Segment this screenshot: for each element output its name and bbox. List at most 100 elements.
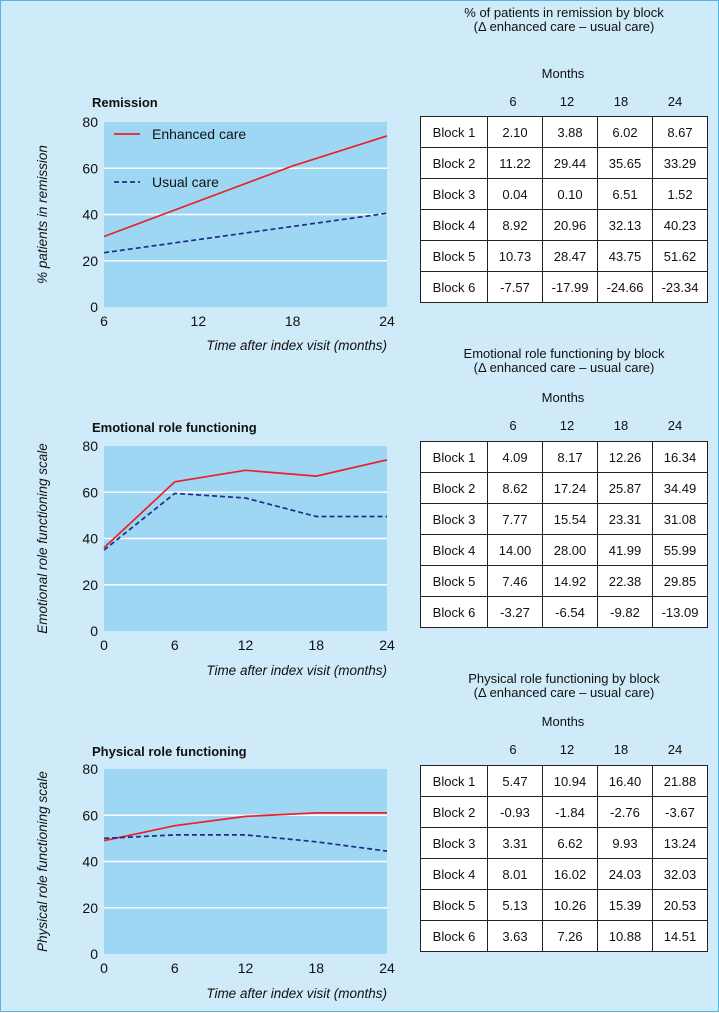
legend-label: Enhanced care [152,126,246,142]
table-cell: 9.93 [597,827,653,859]
table-title: Emotional role functioning by block (Δ e… [410,347,718,375]
usual-care-line [103,834,388,852]
table-title-line1: % of patients in remission by block [464,5,664,20]
month-header: 6 [509,742,517,757]
table-cell: 3.88 [542,116,598,148]
table-cell: 29.44 [542,147,598,179]
table-cell: 14.51 [652,920,708,952]
table-cell: 16.34 [652,441,708,473]
table-cell: 40.23 [652,209,708,241]
x-axis-label: Time after index visit (months) [206,986,387,1001]
row-label: Block 2 [420,472,488,504]
table-cell: 2.10 [487,116,543,148]
x-tick-label: 6 [171,960,179,976]
table-cell: -1.84 [542,796,598,828]
month-header: 18 [613,742,629,757]
table-row: Block 5 5.13 10.26 15.39 20.53 [420,889,708,921]
table-cell: 21.88 [652,765,708,797]
table-cell: 41.99 [597,534,653,566]
table-cell: 35.65 [597,147,653,179]
x-tick-label: 12 [238,960,254,976]
table-cell: 33.29 [652,147,708,179]
table-row: Block 6 3.63 7.26 10.88 14.51 [420,920,708,952]
y-axis-label: Physical role functioning scale [35,771,50,952]
table-cell: 7.26 [542,920,598,952]
table-cell: -23.34 [652,271,708,303]
table-row: Block 2 8.62 17.24 25.87 34.49 [420,472,708,504]
month-header: 18 [613,418,629,433]
row-label: Block 6 [420,920,488,952]
month-header: 12 [559,418,575,433]
y-tick-label: 20 [82,577,98,593]
month-header: 18 [613,94,629,109]
x-tick-label: 12 [191,313,207,329]
table-cell: 0.10 [542,178,598,210]
month-header: 6 [509,418,517,433]
table-cell: 10.73 [487,240,543,272]
y-tick-label: 0 [90,946,98,962]
table-title-line2: (Δ enhanced care – usual care) [473,360,655,375]
table-cell: 10.88 [597,920,653,952]
enhanced-care-line [103,459,388,549]
months-header-row: 6 12 18 24 [420,418,708,438]
remission-table: Block 1 2.10 3.88 6.02 8.67 Block 2 11.22 29.44… [420,116,708,303]
table-row: Block 2 -0.93 -1.84 -2.76 -3.67 [420,796,708,828]
y-tick-label: 80 [82,114,98,130]
y-tick-label: 40 [82,854,98,870]
month-header: 6 [509,94,517,109]
row-label: Block 6 [420,596,488,628]
table-cell: 8.62 [487,472,543,504]
usual-care-line [103,492,387,551]
x-tick-label: 18 [308,960,324,976]
table-cell: 8.01 [487,858,543,890]
table-cell: 16.40 [597,765,653,797]
table-cell: 6.51 [597,178,653,210]
enhanced-care-line [103,135,388,238]
table-row: Block 6 -7.57 -17.99 -24.66 -23.34 [420,271,708,303]
table-cell: 3.31 [487,827,543,859]
table-cell: 20.53 [652,889,708,921]
table-cell: 5.13 [487,889,543,921]
table-cell: 6.02 [597,116,653,148]
table-row: Block 1 4.09 8.17 12.26 16.34 [420,441,708,473]
y-tick-label: 60 [82,160,98,176]
table-cell: 17.24 [542,472,598,504]
row-label: Block 6 [420,271,488,303]
table-row: Block 4 14.00 28.00 41.99 55.99 [420,534,708,566]
table-cell: 32.03 [652,858,708,890]
month-header: 24 [667,418,683,433]
x-tick-label: 24 [379,637,395,653]
chart-title: Physical role functioning [92,744,247,759]
table-cell: -13.09 [652,596,708,628]
table-cell: 4.09 [487,441,543,473]
x-tick-label: 6 [100,313,108,329]
chart-title: Remission [92,95,158,110]
x-tick-label: 18 [308,637,324,653]
x-tick-label: 24 [379,960,395,976]
table-cell: 7.77 [487,503,543,535]
legend-label: Usual care [152,174,219,190]
table-cell: 29.85 [652,565,708,597]
x-tick-label: 6 [171,637,179,653]
y-axis-label: % patients in remission [35,145,50,284]
table-cell: 12.26 [597,441,653,473]
y-tick-label: 20 [82,900,98,916]
y-tick-label: 40 [82,531,98,547]
table-cell: 8.92 [487,209,543,241]
table-cell: 7.46 [487,565,543,597]
months-header-row: 6 12 18 24 [420,94,708,114]
table-cell: 34.49 [652,472,708,504]
table-cell: 0.04 [487,178,543,210]
row-label: Block 5 [420,240,488,272]
table-row: Block 3 0.04 0.10 6.51 1.52 [420,178,708,210]
table-row: Block 1 5.47 10.94 16.40 21.88 [420,765,708,797]
y-tick-label: 60 [82,807,98,823]
table-row: Block 4 8.92 20.96 32.13 40.23 [420,209,708,241]
table-cell: 15.39 [597,889,653,921]
table-cell: 24.03 [597,858,653,890]
months-label: Months [541,714,585,729]
table-title: % of patients in remission by block (Δ e… [410,6,718,34]
table-row: Block 3 7.77 15.54 23.31 31.08 [420,503,708,535]
y-tick-label: 40 [82,207,98,223]
